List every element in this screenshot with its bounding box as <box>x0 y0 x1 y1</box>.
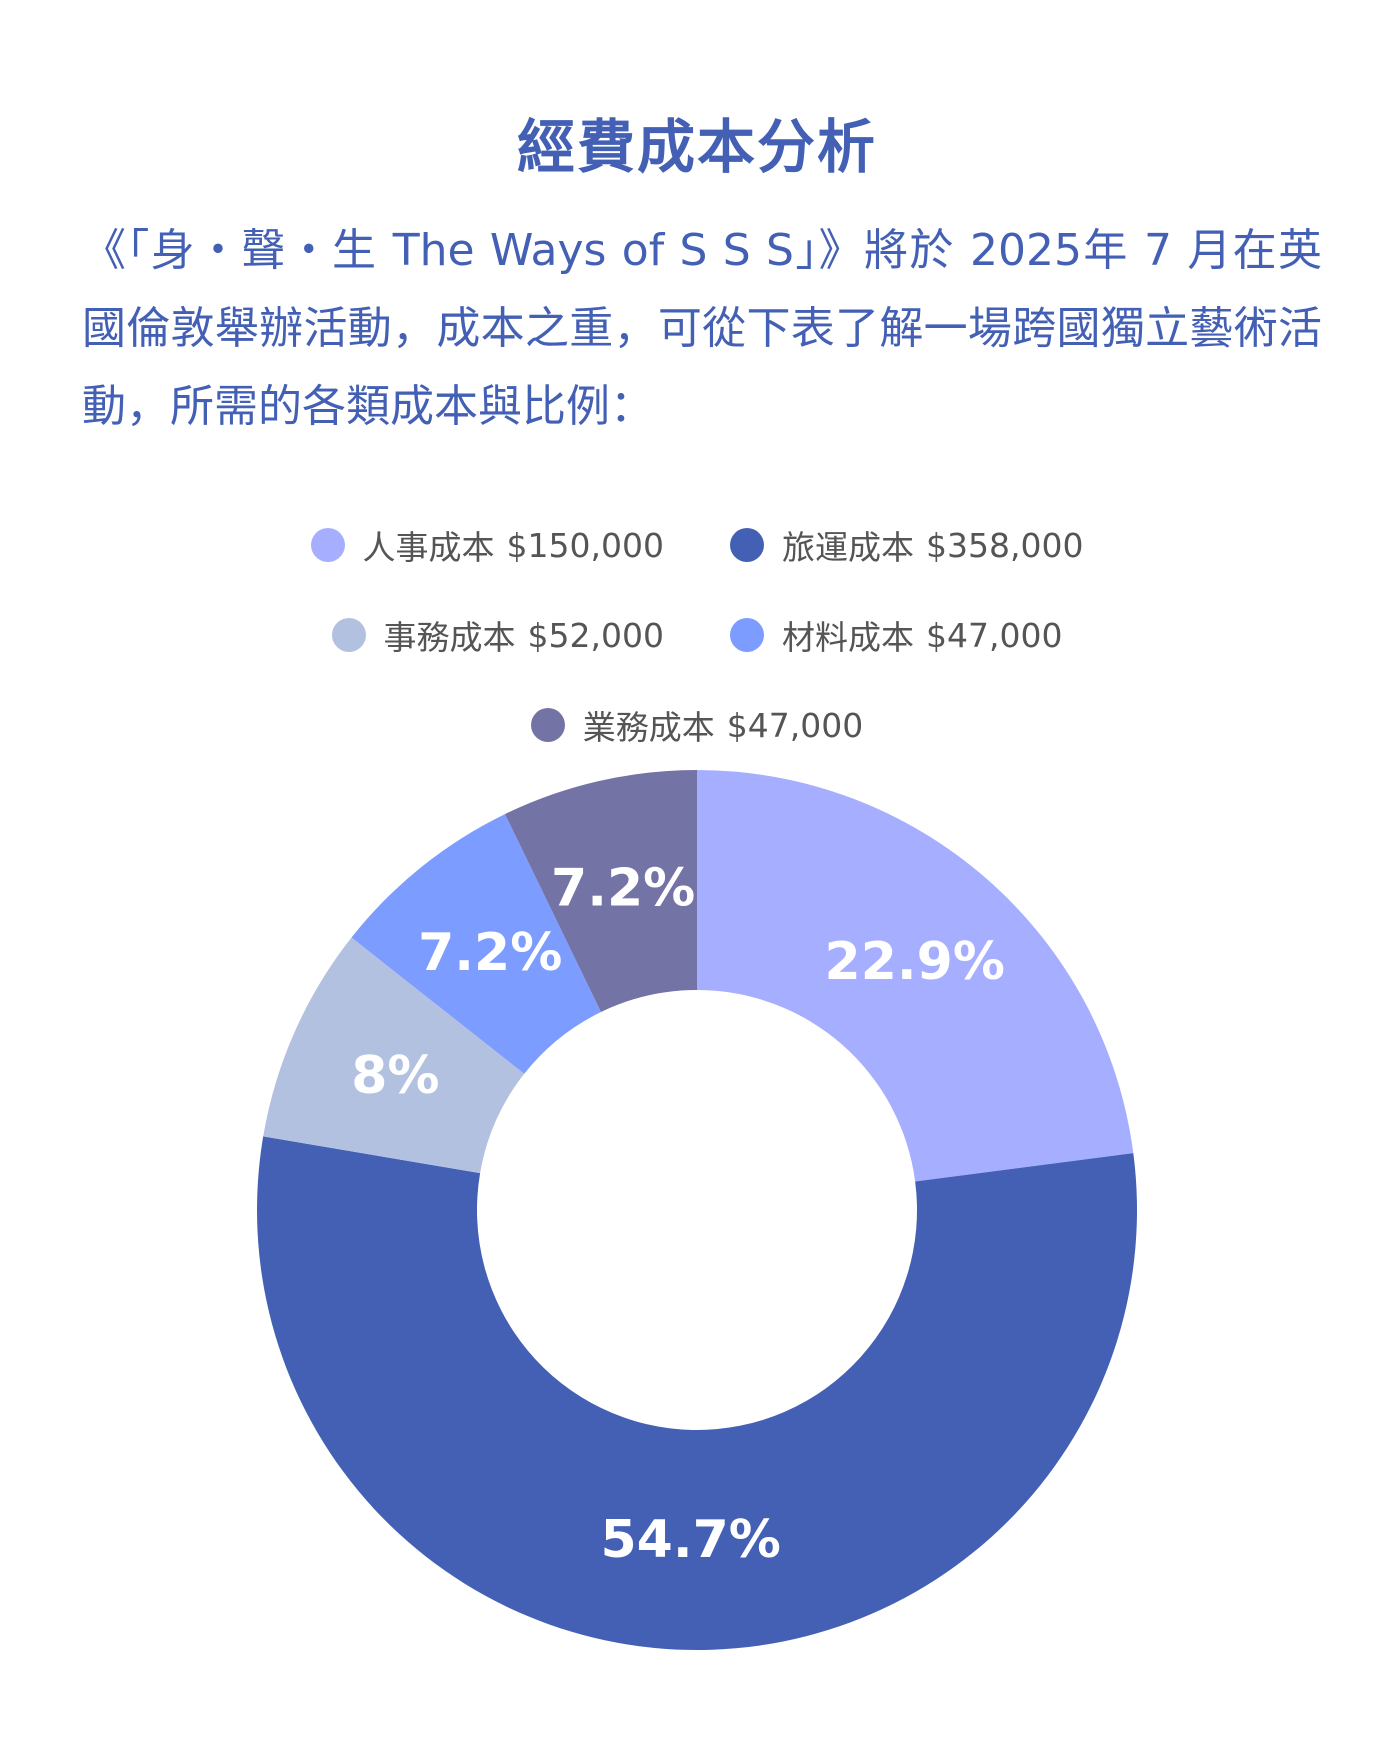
legend-row: 事務成本 $52,000 材料成本 $47,000 <box>0 590 1394 680</box>
legend-row: 業務成本 $47,000 <box>0 680 1394 770</box>
legend-label: 旅運成本 <box>782 528 914 567</box>
legend-item-personnel: 人事成本 $150,000 <box>310 521 664 569</box>
slice-percent-label: 7.2% <box>551 858 695 918</box>
legend-label: 業務成本 <box>582 708 715 747</box>
legend-swatch <box>331 618 366 652</box>
chart-title: 經費成本分析 <box>516 113 877 181</box>
slice-materials <box>351 814 602 1074</box>
chart-legend: 人事成本 $150,000 旅運成本 $358,000 事務成本 $52,000… <box>0 500 1394 770</box>
donut-labels: 22.9% 54.7% 8% 7.2%7.2% <box>351 858 1005 1570</box>
slice-percent-label: 8% <box>351 1046 439 1106</box>
legend-swatch <box>530 708 565 742</box>
legend-swatch <box>730 528 764 562</box>
legend-label: 人事成本 <box>362 528 495 567</box>
legend-item-admin: 事務成本 $52,000 <box>331 611 664 659</box>
legend-value: $150,000 <box>506 525 664 565</box>
legend-swatch <box>310 528 345 562</box>
legend-item-business: 業務成本 $47,000 <box>530 701 864 749</box>
slice-percent-label: 54.7% <box>600 1510 780 1570</box>
legend-label: 材料成本 <box>782 618 914 657</box>
legend-label: 事務成本 <box>383 618 516 657</box>
legend-value: $47,000 <box>726 705 864 745</box>
donut-slices <box>257 770 1137 1650</box>
legend-value: $358,000 <box>926 525 1084 565</box>
intro-paragraph: 《「身・聲・生 The Ways of S S S」》將於 2025年 7 月在… <box>82 225 1322 432</box>
legend-item-materials: 材料成本 $47,000 <box>730 611 1062 659</box>
slice-travel <box>257 1136 1137 1650</box>
slice-personnel <box>697 770 1134 1182</box>
slice-percent-label: 7.2% <box>418 923 562 983</box>
slice-admin <box>263 937 525 1174</box>
legend-value: $52,000 <box>527 615 664 655</box>
legend-row: 人事成本 $150,000 旅運成本 $358,000 <box>0 500 1394 590</box>
legend-value: $47,000 <box>926 615 1063 655</box>
slice-business <box>505 770 697 1013</box>
legend-item-travel: 旅運成本 $358,000 <box>730 521 1083 569</box>
legend-swatch <box>730 618 764 652</box>
slice-percent-label: 22.9% <box>825 932 1005 992</box>
